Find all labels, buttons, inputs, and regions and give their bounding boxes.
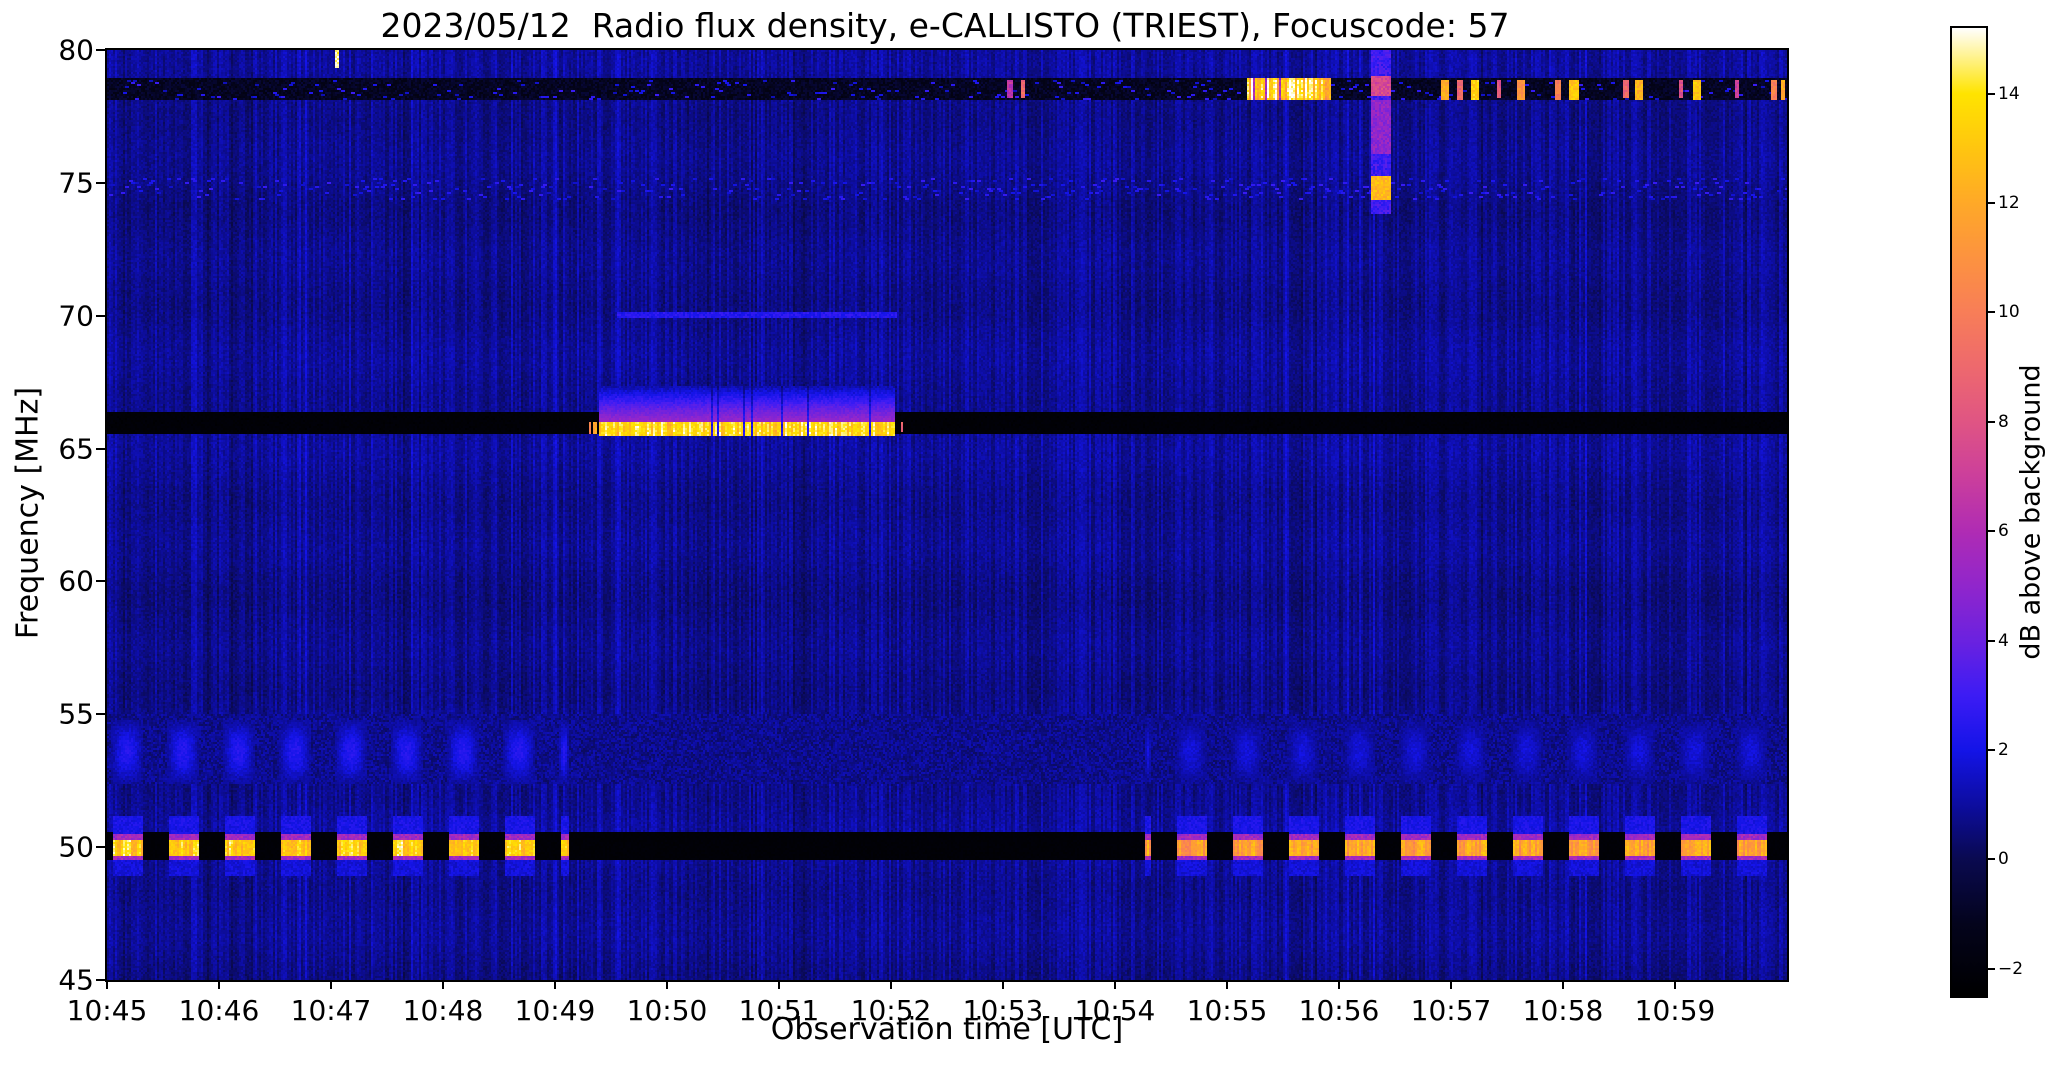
x-axis-label: Observation time [UTC]: [770, 1012, 1124, 1047]
y-axis-label: Frequency [MHz]: [11, 387, 46, 639]
y-tick-label: 55: [58, 697, 94, 731]
x-tick-mark: [106, 980, 108, 989]
spectrogram-canvas: [107, 50, 1787, 980]
x-tick-mark: [666, 980, 668, 989]
x-tick-mark: [778, 980, 780, 989]
colorbar: −2 0 2 4 6 8 10 12 14: [1950, 26, 2023, 998]
x-tick-mark: [890, 980, 892, 989]
colorbar-tick-mark: [1986, 748, 1995, 751]
x-tick-mark: [218, 980, 220, 989]
spectrogram-plot: 10:45 10:46 10:47 10:48 10:49 10:50 10:51 10:52…: [58, 34, 1789, 1027]
colorbar-tick-label: 0: [1998, 849, 2009, 870]
y-tick-mark: [96, 979, 105, 981]
x-tick-label: 10:54: [1074, 994, 1156, 1027]
y-tick-mark: [96, 580, 105, 583]
y-axis-label-text: Frequency [MHz]: [10, 386, 46, 640]
colorbar-tick-label: 6: [1998, 521, 2009, 542]
x-tick-label: 10:46: [178, 994, 260, 1027]
colorbar-tick-label: 2: [1998, 739, 2009, 760]
x-tick-label: 10:59: [1634, 994, 1716, 1027]
x-tick-label: 10:57: [1410, 994, 1492, 1027]
x-tick-label: 10:48: [402, 994, 484, 1027]
x-tick-mark: [554, 980, 556, 989]
x-tick-mark: [1562, 980, 1564, 989]
y-tick-mark: [96, 49, 105, 51]
x-tick-label: 10:52: [850, 994, 932, 1027]
colorbar-tick-label: 14: [1998, 83, 2020, 104]
x-tick-label: 10:56: [1298, 994, 1380, 1027]
colorbar-tick-mark: [1986, 639, 1995, 642]
y-tick-mark: [96, 713, 105, 716]
colorbar-tick-label: 12: [1998, 193, 2020, 213]
x-tick-mark: [1674, 980, 1676, 989]
colorbar-tick-mark: [1986, 202, 1995, 204]
colorbar-tick-label: 8: [1998, 411, 2009, 432]
x-tick-label: 10:49: [514, 994, 596, 1027]
x-tick-label: 10:45: [66, 994, 148, 1027]
colorbar-tick-mark: [1986, 967, 1995, 970]
x-tick-mark: [442, 980, 444, 989]
y-tick-label: 45: [58, 963, 94, 997]
y-tick-mark: [96, 846, 105, 849]
colorbar-tick-mark: [1986, 530, 1995, 533]
colorbar-tick-mark: [1986, 311, 1995, 314]
y-tick-label: 65: [58, 432, 94, 466]
y-tick-label: 60: [58, 564, 94, 598]
y-tick-label: 50: [58, 830, 94, 864]
x-tick-label: 10:51: [738, 994, 820, 1027]
x-tick-mark: [330, 980, 332, 989]
x-tick-mark: [1226, 980, 1228, 989]
x-tick-label: 10:53: [962, 994, 1044, 1027]
colorbar-label-text: dB above background: [2015, 364, 2047, 660]
y-tick-label: 75: [58, 166, 94, 200]
y-tick-mark: [96, 314, 105, 317]
colorbar-label: dB above background: [2016, 364, 2047, 659]
colorbar-tick-mark: [1986, 92, 1995, 95]
x-tick-label: 10:55: [1186, 994, 1268, 1027]
colorbar-canvas: [1952, 28, 1986, 996]
colorbar-tick-label: 10: [1998, 302, 2020, 323]
y-tick-mark: [96, 447, 105, 450]
x-tick-mark: [1114, 980, 1116, 989]
y-tick-label: 70: [58, 299, 94, 333]
x-tick-label: 10:58: [1522, 994, 1604, 1027]
colorbar-tick-mark: [1986, 858, 1995, 861]
colorbar-tick-label: −2: [1998, 958, 2024, 979]
x-tick-mark: [1338, 980, 1340, 989]
x-tick-label: 10:50: [626, 994, 708, 1027]
x-tick-label: 10:47: [290, 994, 372, 1027]
colorbar-tick-label: 4: [1998, 630, 2009, 651]
y-tick-label: 80: [58, 33, 94, 67]
x-tick-mark: [1002, 980, 1004, 989]
chart-title: 2023/05/12 Radio flux density, e-CALLIST…: [380, 6, 1510, 45]
y-tick-mark: [96, 181, 105, 184]
colorbar-tick-mark: [1986, 420, 1995, 423]
x-tick-mark: [1450, 980, 1452, 989]
